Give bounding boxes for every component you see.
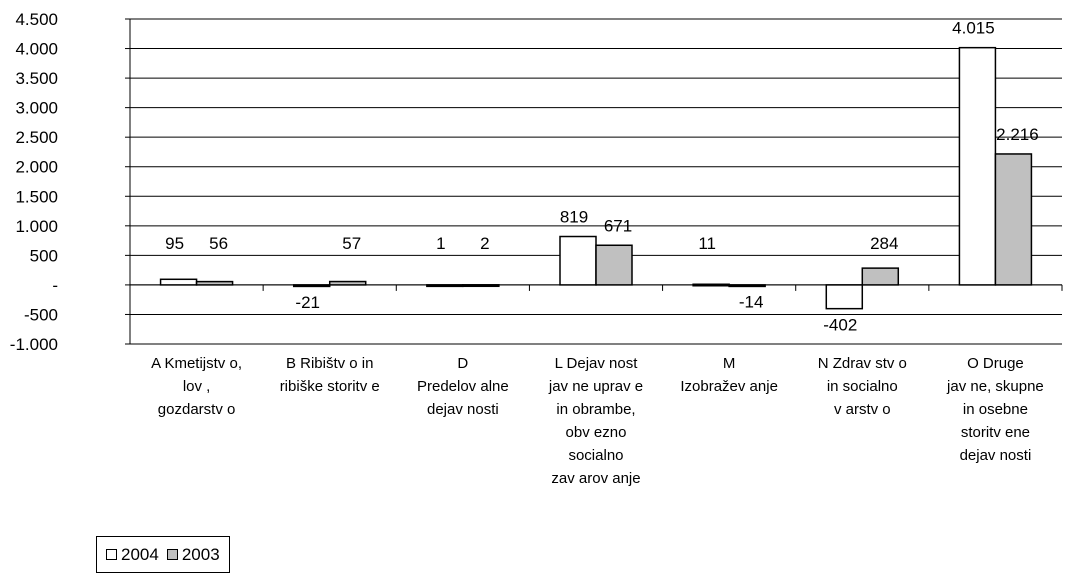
y-tick-label: 500 [30,246,58,265]
x-category-label: M [723,355,736,372]
y-tick-label: 3.500 [15,69,58,88]
legend-swatch-2004 [106,549,117,560]
y-tick-label: 2.000 [15,158,58,177]
axes [125,18,1063,345]
x-category-label: lov , [183,378,211,395]
legend-swatch-2003 [166,549,178,560]
data-label-2004-6: 4.015 [952,19,995,38]
bar-2004-1 [292,284,331,288]
x-category-label: dejav nosti [427,401,499,418]
data-label-2004-5: -402 [823,316,857,335]
gridlines [130,18,1062,345]
y-tick-label: 1.000 [15,217,58,236]
x-category-label: Predelov alne [417,378,509,395]
bar-2004-4 [692,283,730,287]
y-tick-label: - [52,276,58,295]
x-category-label: zav arov anje [551,470,640,487]
y-tick-label: -1.000 [10,335,58,354]
y-tick-label: 3.000 [15,99,58,118]
x-category-labels: A Kmetijstv o, lov , gozdarstv o B Ribištv … [151,355,1044,487]
y-tick-label: -500 [24,305,58,324]
x-category-label: ribiške storitv e [280,378,380,395]
bar-2003-5 [861,267,900,286]
data-label-2004-1: -21 [295,293,320,312]
x-category-label: B Ribištv o in [286,355,374,372]
x-category-label: in socialno [827,378,898,395]
x-category-label: L Dejav nost [555,355,639,372]
y-tick-label: 4.000 [15,40,58,59]
bars [159,46,1033,310]
y-tick-label: 1.500 [15,187,58,206]
x-category-label: jav ne uprav e [548,378,643,395]
data-label-2003-1: 57 [342,234,361,253]
x-category-label: D [457,355,468,372]
legend-label-2003: 2003 [181,544,220,564]
data-label-2003-4: -14 [739,293,764,312]
x-category-label: N Zdrav stv o [818,355,907,372]
bar-2004-3 [559,235,597,286]
data-label-2004-0: 95 [165,234,184,253]
data-label-2003-0: 56 [209,234,228,253]
x-category-label: A Kmetijstv o, [151,355,242,372]
x-category-label: in osebne [963,401,1028,418]
x-category-label: dejav nosti [960,447,1032,464]
data-label-2003-2: 2 [480,234,489,253]
bar-2004-6 [958,46,997,286]
x-category-label: obv ezno [566,424,627,441]
legend-label-2004: 2004 [121,544,159,564]
legend-entry-2003: 2003 [166,544,220,565]
data-label-2004-4: 11 [698,234,716,253]
y-tick-label: 2.500 [15,128,58,147]
bar-2003-6 [994,153,1033,286]
bar-2004-2 [426,284,464,288]
data-label-2004-3: 819 [560,208,588,227]
x-category-label: in obrambe, [556,401,635,418]
data-labels: 95 -21 1 819 11 -402 4.015 56 57 2 671 -14 284 2.216 [165,19,1039,335]
bar-2003-0 [195,280,234,286]
bar-2003-4 [728,284,766,288]
legend-entry-2004: 2004 [106,545,159,565]
bar-2003-3 [595,244,633,286]
data-label-2004-2: 1 [436,234,445,253]
y-tick-labels: 4.500 4.000 3.500 3.000 2.500 2.000 1.500 1.000… [10,10,58,354]
x-category-label: v arstv o [834,401,891,418]
x-category-label: gozdarstv o [158,401,236,418]
data-label-2003-6: 2.216 [996,125,1039,144]
data-label-2003-5: 284 [870,234,898,253]
data-label-2003-3: 671 [604,216,632,235]
x-category-label: Izobražev anje [680,378,778,395]
legend: 2004 2003 [96,536,230,573]
bar-2004-0 [159,278,198,286]
bar-2004-5 [825,284,864,310]
bar-2003-2 [462,284,500,288]
y-tick-label: 4.500 [15,10,58,29]
x-category-label: socialno [568,447,623,464]
bar-2003-1 [328,280,367,286]
x-category-label: O Druge [967,355,1024,372]
x-category-label: jav ne, skupne [946,378,1044,395]
x-category-label: storitv ene [961,424,1030,441]
